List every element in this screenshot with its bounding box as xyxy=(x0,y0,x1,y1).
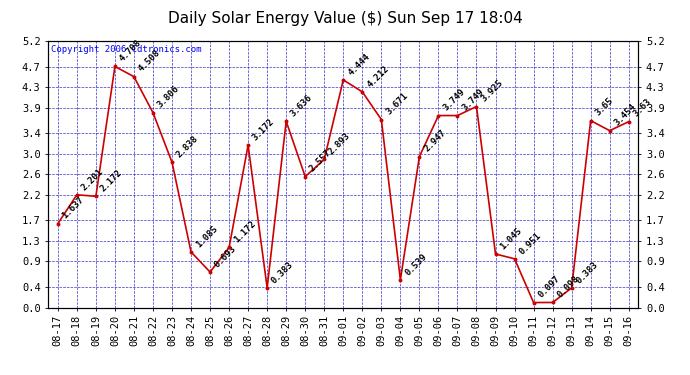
Text: 0.098: 0.098 xyxy=(555,274,581,300)
Point xyxy=(623,118,634,124)
Point xyxy=(433,112,444,118)
Text: 3.749: 3.749 xyxy=(441,87,466,113)
Text: 0.539: 0.539 xyxy=(403,252,428,277)
Text: 2.201: 2.201 xyxy=(79,166,105,192)
Point xyxy=(204,269,215,275)
Point xyxy=(299,174,310,180)
Point xyxy=(71,192,82,198)
Point xyxy=(243,142,254,148)
Point xyxy=(452,112,463,118)
Text: 0.951: 0.951 xyxy=(518,231,543,256)
Point xyxy=(166,159,177,165)
Text: 4.212: 4.212 xyxy=(365,64,391,89)
Text: 0.693: 0.693 xyxy=(213,244,238,269)
Text: 3.671: 3.671 xyxy=(384,92,409,117)
Text: 0.383: 0.383 xyxy=(574,260,600,285)
Text: 2.172: 2.172 xyxy=(99,168,124,194)
Point xyxy=(509,256,520,262)
Text: 3.749: 3.749 xyxy=(460,87,486,113)
Text: Daily Solar Energy Value ($) Sun Sep 17 18:04: Daily Solar Energy Value ($) Sun Sep 17 … xyxy=(168,11,522,26)
Point xyxy=(128,74,139,80)
Point xyxy=(585,118,596,124)
Text: 2.947: 2.947 xyxy=(422,129,448,154)
Point xyxy=(414,154,425,160)
Text: 3.63: 3.63 xyxy=(631,97,653,119)
Point xyxy=(338,77,349,83)
Text: 3.65: 3.65 xyxy=(593,96,615,118)
Text: 1.085: 1.085 xyxy=(194,224,219,249)
Text: 2.557: 2.557 xyxy=(308,148,333,174)
Text: 3.454: 3.454 xyxy=(613,102,638,128)
Text: 1.172: 1.172 xyxy=(232,219,257,245)
Text: 4.708: 4.708 xyxy=(118,38,143,64)
Point xyxy=(566,285,577,291)
Point xyxy=(490,251,501,257)
Text: 0.383: 0.383 xyxy=(270,260,295,285)
Text: 0.097: 0.097 xyxy=(536,274,562,300)
Point xyxy=(90,193,101,199)
Text: 1.637: 1.637 xyxy=(61,195,86,221)
Point xyxy=(224,244,235,250)
Point xyxy=(357,89,368,95)
Point xyxy=(281,118,292,124)
Text: 3.925: 3.925 xyxy=(480,78,504,104)
Point xyxy=(319,156,330,162)
Text: 4.444: 4.444 xyxy=(346,52,371,77)
Text: 3.172: 3.172 xyxy=(251,117,276,142)
Text: Copyright 2006 Cdtronics.com: Copyright 2006 Cdtronics.com xyxy=(51,45,201,54)
Text: 4.508: 4.508 xyxy=(137,48,162,74)
Text: 2.838: 2.838 xyxy=(175,134,200,159)
Point xyxy=(110,63,121,69)
Point xyxy=(52,220,63,226)
Text: 2.893: 2.893 xyxy=(327,131,353,157)
Point xyxy=(376,117,387,123)
Point xyxy=(148,110,159,116)
Point xyxy=(186,249,197,255)
Point xyxy=(471,104,482,110)
Point xyxy=(604,128,615,134)
Text: 1.045: 1.045 xyxy=(498,226,524,251)
Point xyxy=(547,300,558,306)
Point xyxy=(395,277,406,283)
Text: 3.636: 3.636 xyxy=(289,93,315,118)
Text: 3.806: 3.806 xyxy=(156,84,181,110)
Point xyxy=(528,300,539,306)
Point xyxy=(262,285,273,291)
